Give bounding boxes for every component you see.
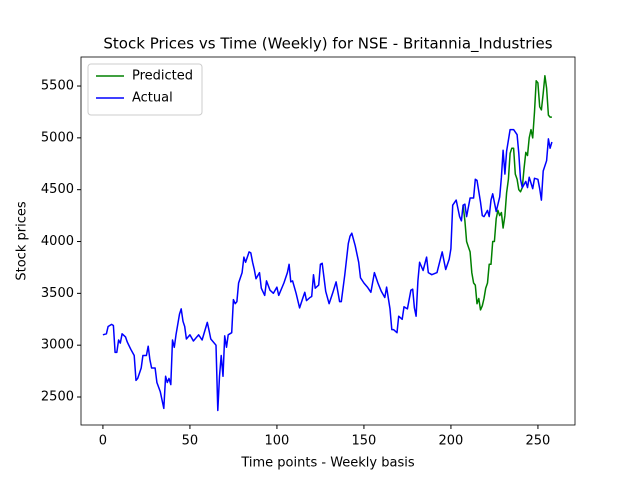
y-tick-label: 3500	[41, 286, 74, 301]
y-axis-label: Stock prices	[15, 201, 30, 280]
x-axis-label: Time points - Weekly basis	[240, 456, 414, 471]
chart-title: Stock Prices vs Time (Weekly) for NSE - …	[103, 35, 552, 54]
x-tick-label: 100	[265, 434, 290, 449]
y-tick-label: 5000	[41, 130, 74, 145]
line-series	[462, 74, 552, 311]
x-tick-label: 200	[439, 434, 464, 449]
x-tick-label: 250	[526, 434, 551, 449]
y-tick-label: 5500	[41, 79, 74, 94]
line-series	[102, 128, 553, 412]
axes-frame	[80, 56, 576, 426]
y-tick-label: 4500	[41, 182, 74, 197]
legend-label: Predicted	[132, 69, 193, 84]
legend-label: Actual	[132, 91, 173, 106]
x-tick-label: 150	[352, 434, 377, 449]
y-tick-label: 3000	[41, 338, 74, 353]
y-tick-label: 2500	[41, 390, 74, 405]
y-tick-label: 4000	[41, 234, 74, 249]
x-tick-label: 0	[99, 434, 107, 449]
x-tick-label: 50	[182, 434, 199, 449]
